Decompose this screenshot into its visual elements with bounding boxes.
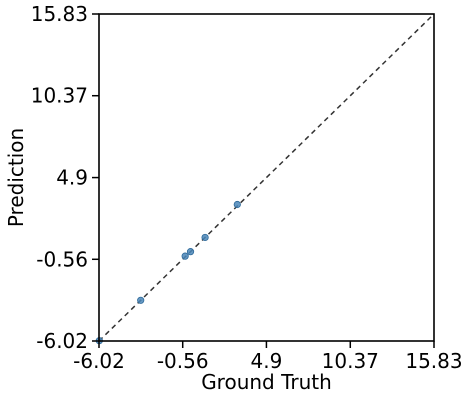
y-tick-label: -6.02 — [36, 329, 88, 353]
data-point — [181, 252, 189, 260]
data-point — [201, 233, 209, 242]
y-tick-label: 4.9 — [56, 166, 88, 190]
x-tick-label: 4.9 — [251, 349, 283, 373]
data-point — [233, 200, 241, 209]
y-tick-label: 15.83 — [31, 2, 88, 26]
identity-reference-line — [98, 13, 435, 342]
data-point — [137, 296, 145, 304]
y-tick-label: 10.37 — [31, 84, 88, 108]
x-tick-label: -6.02 — [73, 349, 125, 373]
x-tick-label: 10.37 — [322, 349, 379, 373]
y-tick-label: -0.56 — [36, 247, 88, 271]
x-tick-label: -0.56 — [157, 349, 209, 373]
y-axis-title: Prediction — [4, 128, 28, 227]
data-point — [186, 248, 195, 256]
x-axis-title: Ground Truth — [201, 370, 332, 394]
x-tick-label: 15.83 — [405, 349, 462, 373]
